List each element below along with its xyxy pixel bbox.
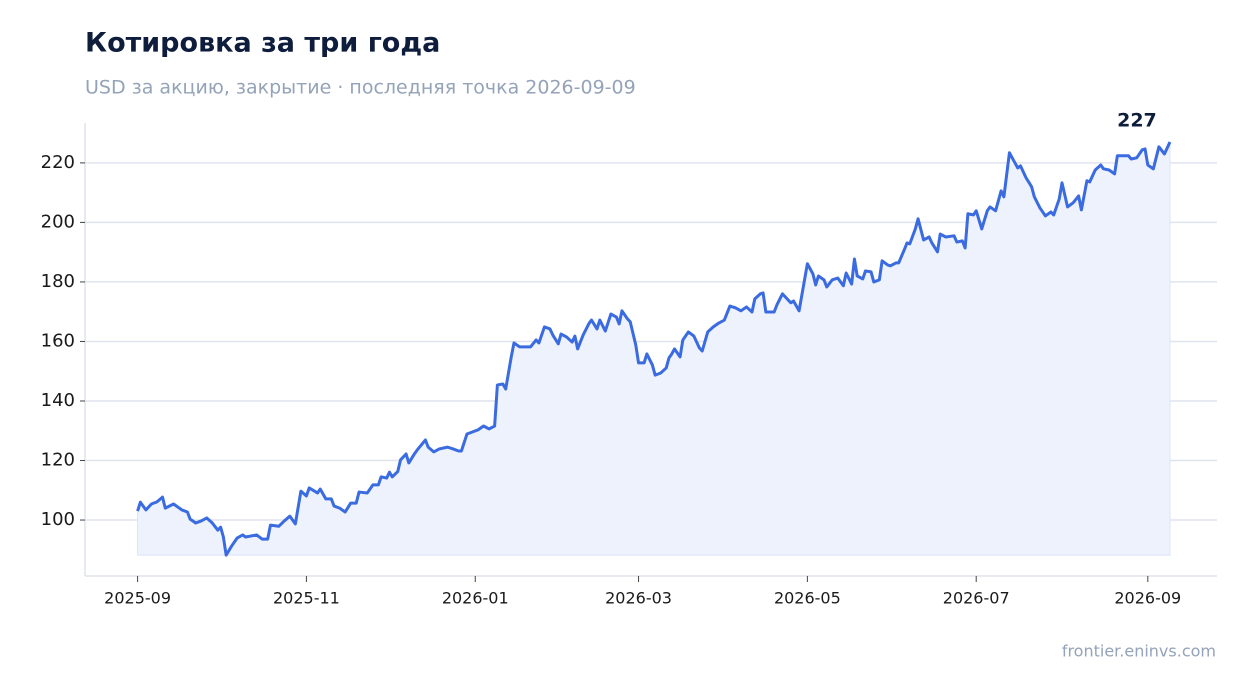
y-tick-label: 180	[41, 271, 75, 292]
last-value-label: 227	[1117, 110, 1157, 132]
source: frontier.eninvs.com	[1062, 642, 1216, 661]
y-tick-label: 120	[41, 450, 75, 471]
area	[137, 141, 1171, 557]
x-tick-label: 2026-07	[943, 589, 1010, 608]
x-tick-label: 2025-11	[273, 589, 340, 608]
chart-subtitle: USD за акцию, закрытие · последняя точка…	[85, 77, 636, 99]
x-tick-label: 2026-01	[442, 589, 509, 608]
x-tick-label: 2026-09	[1114, 589, 1181, 608]
line	[136, 141, 1172, 557]
y-tick-label: 140	[41, 390, 75, 411]
x-tick-label: 2026-03	[605, 589, 672, 608]
y-tick-label: 100	[41, 509, 75, 530]
y-tick-label: 200	[41, 211, 75, 232]
x-tick-label: 2026-05	[774, 589, 841, 608]
x-tick-label: 2025-09	[104, 589, 171, 608]
chart-title: Котировка за три года	[85, 28, 440, 59]
y-tick-label: 220	[41, 152, 75, 173]
y-tick-label: 160	[41, 330, 75, 351]
